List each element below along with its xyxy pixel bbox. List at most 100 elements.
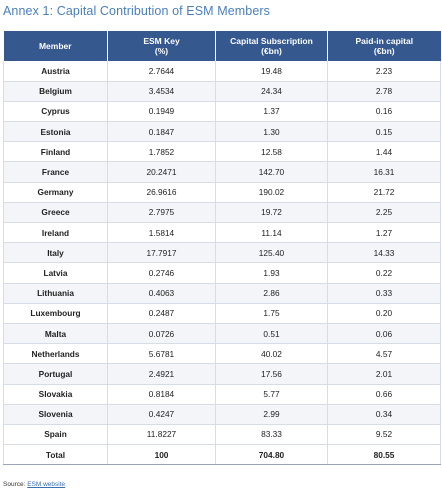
capital-subscription-cell: 1.93 [215,262,328,284]
member-cell: Slovenia [3,404,108,425]
table-header-row: Member ESM Key (%) Capital Subscription (€… [3,31,441,61]
table-row: Finland 1.7852 12.58 1.44 [3,141,441,163]
esm-key-cell: 0.2487 [107,303,216,324]
esm-website-link[interactable]: ESM website [27,481,66,488]
table-row: Austria 2.7644 19.48 2.23 [3,61,441,82]
total-esm-key-cell: 100 [107,444,216,466]
paid-in-capital-cell: 2.01 [327,363,441,385]
esm-key-cell: 0.4063 [107,283,216,304]
member-cell: Cyprus [3,101,108,123]
table-row: Malta 0.0726 0.51 0.06 [3,323,441,345]
table-row: Latvia 0.2746 1.93 0.22 [3,262,441,284]
table-row: France 20.2471 142.70 16.31 [3,161,441,183]
header-paid-in-capital: Paid-in capital (€bn) [327,31,441,61]
table-row: Slovenia 0.4247 2.99 0.34 [3,404,441,425]
header-capital-subscription: Capital Subscription (€bn) [215,31,328,61]
table-row: Slovakia 0.8184 5.77 0.66 [3,384,441,405]
table-row: Ireland 1.5814 11.14 1.27 [3,222,441,244]
table-row: Greece 2.7975 19.72 2.25 [3,202,441,224]
capital-subscription-cell: 2.86 [215,283,328,304]
esm-key-cell: 0.1949 [107,101,216,123]
member-cell: Slovakia [3,384,108,405]
member-cell: Netherlands [3,343,108,365]
member-cell: Ireland [3,222,108,244]
esm-key-cell: 17.7917 [107,242,216,264]
source-note: Source: ESM website [3,481,65,488]
paid-in-capital-cell: 1.27 [327,222,441,244]
paid-in-capital-cell: 0.66 [327,384,441,405]
capital-subscription-cell: 2.99 [215,404,328,425]
capital-subscription-cell: 11.14 [215,222,328,244]
esm-key-cell: 0.2746 [107,262,216,284]
member-cell: France [3,161,108,183]
table-row: Estonia 0.1847 1.30 0.15 [3,121,441,143]
capital-subscription-cell: 1.75 [215,303,328,324]
total-capital-subscription-cell: 704.80 [215,444,328,466]
esm-key-cell: 5.6781 [107,343,216,365]
capital-subscription-cell: 1.30 [215,121,328,143]
capital-subscription-cell: 125.40 [215,242,328,264]
paid-in-capital-cell: 14.33 [327,242,441,264]
paid-in-capital-cell: 0.16 [327,101,441,123]
paid-in-capital-cell: 1.44 [327,141,441,163]
table-row: Belgium 3.4534 24.34 2.78 [3,81,441,102]
member-cell: Portugal [3,363,108,385]
table-row: Netherlands 5.6781 40.02 4.57 [3,343,441,365]
capital-contribution-table: Member ESM Key (%) Capital Subscription (€… [3,31,441,466]
member-cell: Greece [3,202,108,224]
capital-subscription-cell: 1.37 [215,101,328,123]
member-cell: Spain [3,424,108,446]
capital-subscription-cell: 24.34 [215,81,328,102]
table-row: Italy 17.7917 125.40 14.33 [3,242,441,264]
esm-key-cell: 2.7975 [107,202,216,224]
paid-in-capital-cell: 2.78 [327,81,441,102]
member-cell: Finland [3,141,108,163]
esm-key-cell: 0.0726 [107,323,216,345]
member-cell: Lithuania [3,283,108,304]
header-esm-key: ESM Key (%) [107,31,216,61]
esm-key-cell: 3.4534 [107,81,216,102]
paid-in-capital-cell: 16.31 [327,161,441,183]
source-label: Source: [3,481,26,488]
total-paid-in-capital-cell: 80.55 [327,444,441,466]
paid-in-capital-cell: 21.72 [327,182,441,203]
paid-in-capital-cell: 0.34 [327,404,441,425]
esm-key-cell: 0.1847 [107,121,216,143]
esm-key-cell: 26.9616 [107,182,216,203]
esm-key-cell: 20.2471 [107,161,216,183]
table-total-row: Total 100 704.80 80.55 [3,444,441,466]
esm-key-cell: 0.8184 [107,384,216,405]
esm-key-cell: 2.4921 [107,363,216,385]
capital-subscription-cell: 12.58 [215,141,328,163]
paid-in-capital-cell: 0.20 [327,303,441,324]
capital-subscription-cell: 0.51 [215,323,328,345]
esm-key-cell: 0.4247 [107,404,216,425]
member-cell: Luxembourg [3,303,108,324]
total-member-cell: Total [3,444,108,466]
capital-subscription-cell: 17.56 [215,363,328,385]
capital-subscription-cell: 19.48 [215,61,328,82]
paid-in-capital-cell: 0.06 [327,323,441,345]
table-row: Cyprus 0.1949 1.37 0.16 [3,101,441,123]
member-cell: Belgium [3,81,108,102]
footnote-text [3,490,403,495]
table-row: Portugal 2.4921 17.56 2.01 [3,363,441,385]
capital-subscription-cell: 83.33 [215,424,328,446]
esm-key-cell: 2.7644 [107,61,216,82]
member-cell: Estonia [3,121,108,143]
esm-key-cell: 1.7852 [107,141,216,163]
paid-in-capital-cell: 2.23 [327,61,441,82]
table-row: Lithuania 0.4063 2.86 0.33 [3,283,441,304]
member-cell: Italy [3,242,108,264]
paid-in-capital-cell: 4.57 [327,343,441,365]
table-row: Spain 11.8227 83.33 9.52 [3,424,441,446]
member-cell: Latvia [3,262,108,284]
esm-key-cell: 1.5814 [107,222,216,244]
capital-subscription-cell: 5.77 [215,384,328,405]
capital-subscription-cell: 40.02 [215,343,328,365]
member-cell: Germany [3,182,108,203]
capital-subscription-cell: 142.70 [215,161,328,183]
paid-in-capital-cell: 0.22 [327,262,441,284]
esm-key-cell: 11.8227 [107,424,216,446]
